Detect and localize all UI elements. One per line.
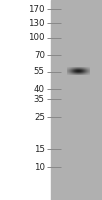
Text: 35: 35 xyxy=(34,95,45,104)
Text: 170: 170 xyxy=(28,4,45,14)
Text: 25: 25 xyxy=(34,112,45,121)
Text: 10: 10 xyxy=(34,162,45,171)
Text: 40: 40 xyxy=(34,85,45,94)
Text: 130: 130 xyxy=(28,19,45,27)
Text: 15: 15 xyxy=(34,144,45,154)
Text: 70: 70 xyxy=(34,50,45,60)
Text: 55: 55 xyxy=(34,68,45,76)
Bar xyxy=(51,0,102,200)
Text: 100: 100 xyxy=(28,33,45,43)
